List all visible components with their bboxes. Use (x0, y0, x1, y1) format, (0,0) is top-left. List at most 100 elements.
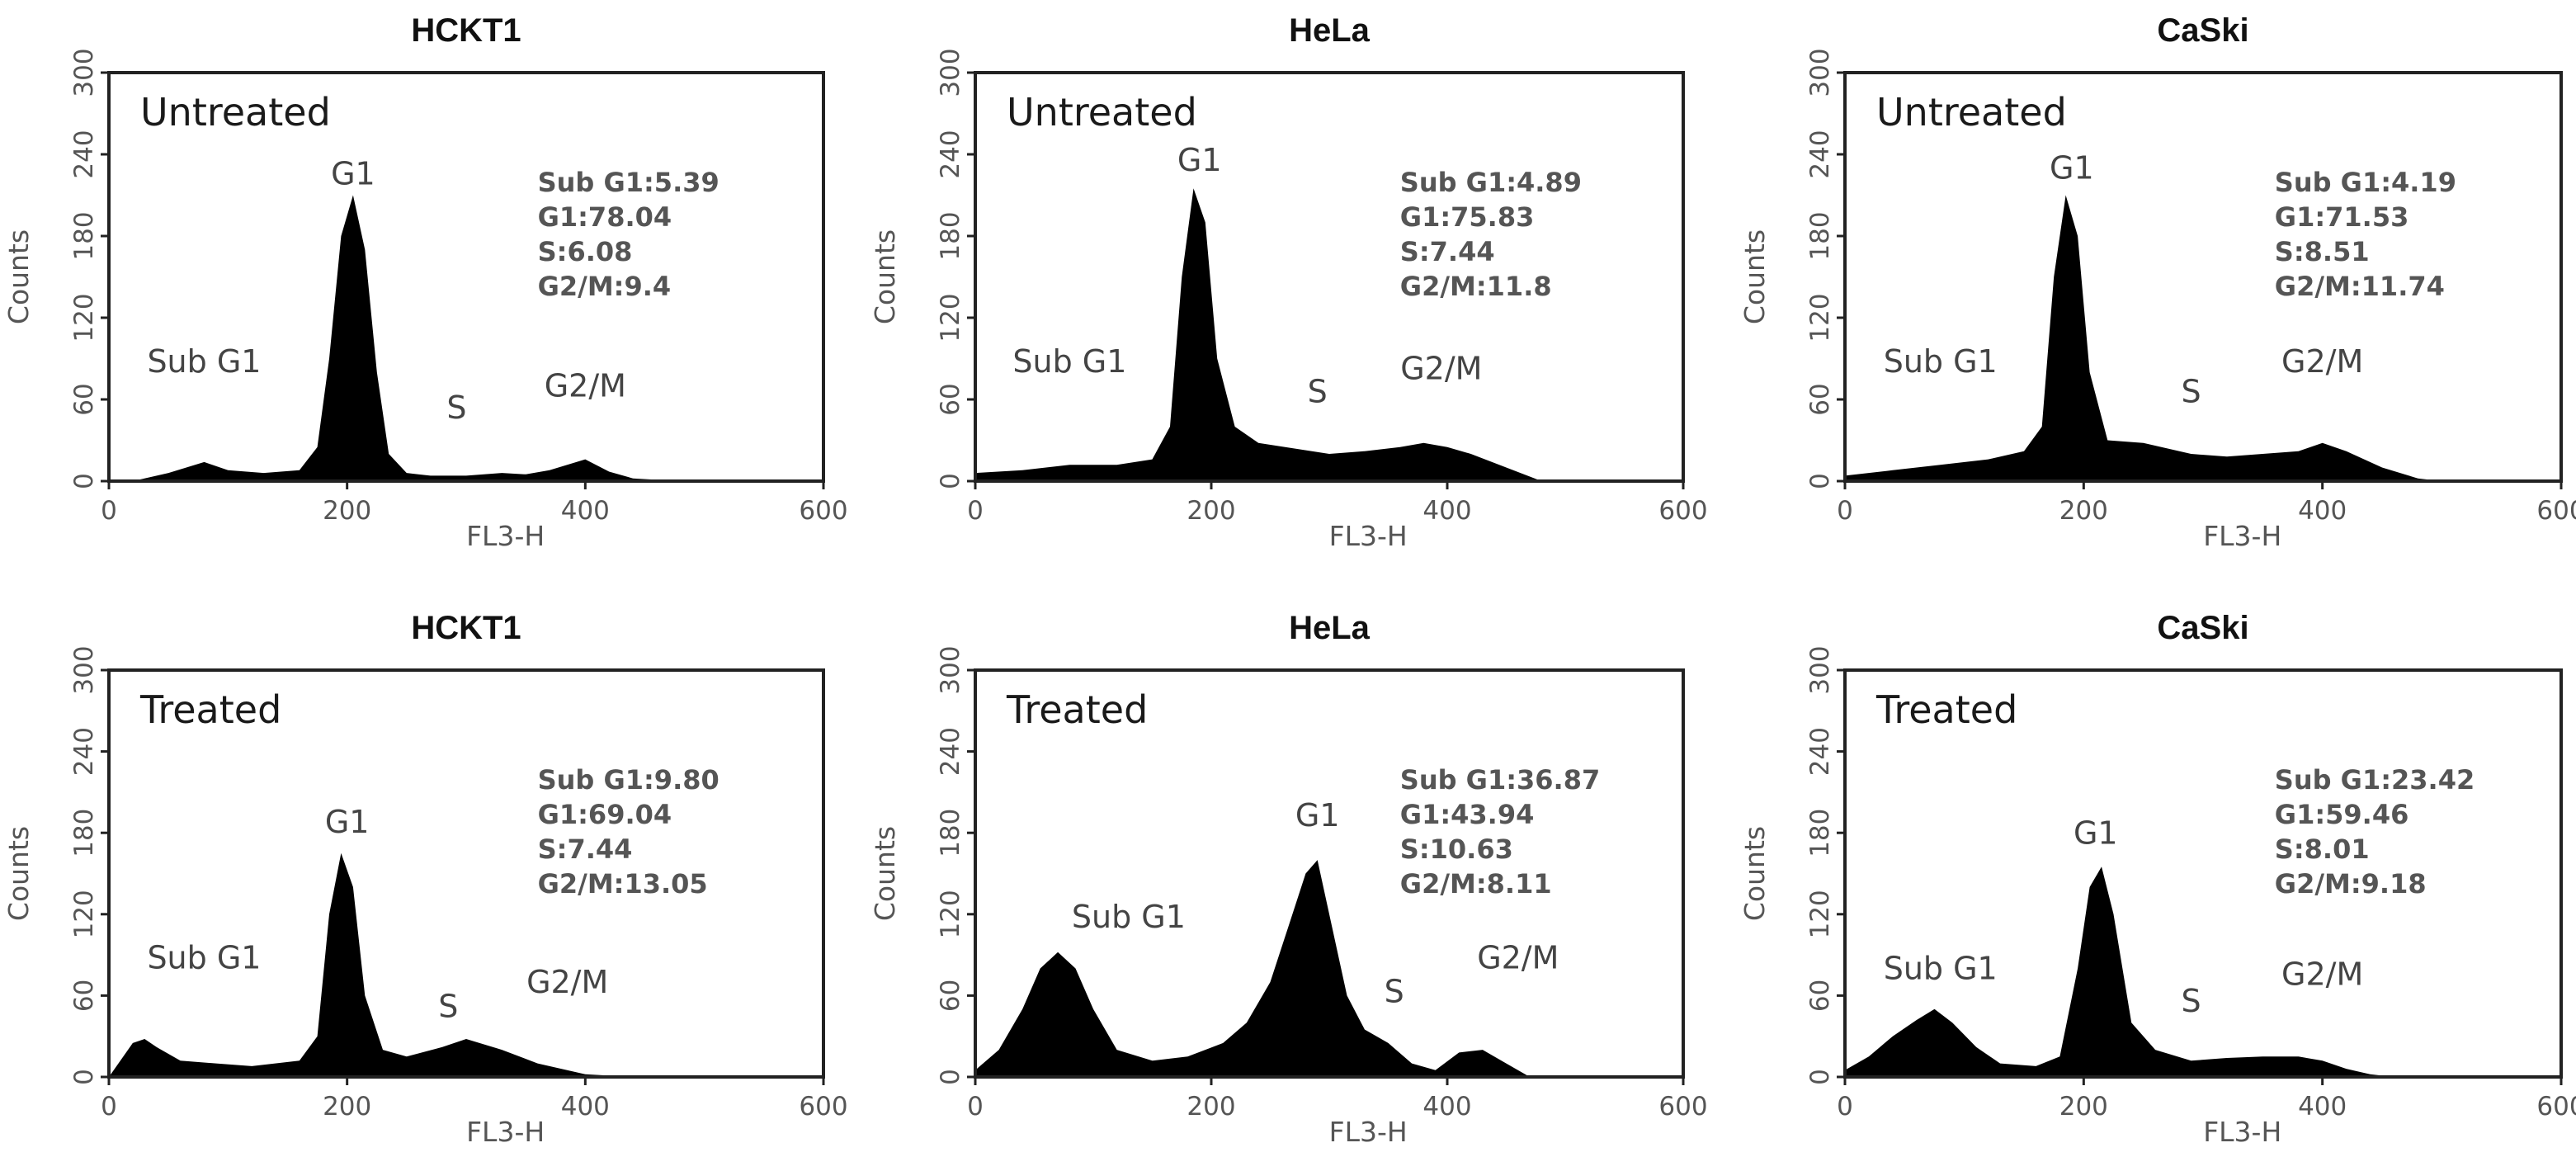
y-tick-label: 0 (1805, 473, 1835, 489)
stat-line: G1:43.94 (1400, 799, 1535, 830)
plot-frame (107, 71, 825, 483)
y-tick-label: 300 (936, 48, 965, 97)
x-tick-label: 400 (1422, 1092, 1471, 1122)
stat-line: G2/M:8.11 (1400, 868, 1552, 900)
x-tick-label: 600 (1658, 496, 1707, 526)
panel-title: HCKT1 (411, 12, 521, 49)
y-tick-label: 0 (936, 1069, 965, 1085)
stat-line: G1:75.83 (1400, 201, 1535, 233)
y-tick-label: 120 (936, 890, 965, 938)
y-tick-label: 240 (69, 130, 99, 178)
x-tick-label: 400 (2298, 1092, 2347, 1122)
histogram-area (109, 852, 634, 1077)
x-tick-label: 0 (967, 496, 984, 526)
y-tick-label: 240 (1805, 727, 1835, 776)
peak-label: G2/M (1400, 350, 1482, 386)
y-tick-label: 0 (69, 473, 99, 489)
condition-label: Treated (139, 687, 281, 732)
x-tick-label: 200 (1187, 1092, 1235, 1122)
y-tick-label: 60 (69, 980, 99, 1012)
stat-line: S:10.63 (1400, 834, 1513, 865)
x-tick-label: 200 (1187, 496, 1235, 526)
plot-frame (1843, 71, 2563, 483)
y-axis-label: Counts (869, 229, 901, 324)
y-tick-label: 60 (1805, 980, 1835, 1012)
histogram-panel-1: HCKT1 Untreated 0 60 120 180 240 300 0 200 400 600 F… (2, 12, 848, 552)
stat-line: Sub G1:4.89 (1400, 167, 1582, 198)
x-axis-label: FL3-H (2203, 1116, 2281, 1148)
x-axis-label: FL3-H (1329, 1116, 1408, 1148)
y-tick-label: 180 (1805, 809, 1835, 857)
peak-label: Sub G1 (1884, 343, 1998, 380)
y-tick-label: 240 (936, 130, 965, 178)
peak-label: G2/M (526, 964, 608, 1000)
stat-line: S:7.44 (1400, 236, 1495, 267)
stat-line: G1:69.04 (538, 799, 672, 830)
peak-label: Sub G1 (1884, 951, 1998, 987)
stat-line: G2/M:9.4 (538, 271, 672, 302)
condition-label: Untreated (140, 90, 331, 135)
stat-line: G2/M:11.8 (1400, 271, 1552, 302)
panel-title: HCKT1 (411, 610, 521, 646)
x-axis-label: FL3-H (1329, 520, 1408, 552)
y-tick-label: 0 (936, 473, 965, 489)
peak-label: Sub G1 (147, 940, 261, 976)
panel-title: HeLa (1289, 610, 1371, 646)
y-tick-label: 120 (936, 293, 965, 342)
histogram-panel-6: CaSki Treated 0 60 120 180 240 300 0 200 400 600 FL3… (1739, 610, 2576, 1148)
plot-frame (107, 668, 825, 1079)
peak-label: G2/M (1477, 940, 1559, 976)
peak-label: G1 (325, 804, 370, 840)
y-tick-label: 120 (1805, 293, 1835, 342)
peak-label: Sub G1 (147, 343, 261, 380)
condition-label: Treated (1006, 687, 1148, 732)
peak-label: G1 (2050, 150, 2094, 187)
peak-label: G2/M (2281, 956, 2363, 992)
plot-frame (974, 668, 1685, 1079)
x-tick-label: 600 (2536, 1092, 2576, 1122)
stat-line: S:8.01 (2275, 834, 2370, 865)
peak-label: G1 (2074, 815, 2118, 851)
y-tick-label: 300 (69, 645, 99, 694)
y-tick-label: 60 (936, 383, 965, 415)
x-tick-label: 0 (101, 496, 117, 526)
y-tick-label: 60 (69, 383, 99, 415)
y-tick-label: 0 (69, 1069, 99, 1085)
y-tick-label: 300 (1805, 48, 1835, 97)
peak-label: G2/M (545, 368, 626, 404)
histogram-panel-5: HeLa Treated 0 60 120 180 240 300 0 200 400 600 FL3-… (869, 610, 1708, 1148)
y-tick-label: 60 (936, 980, 965, 1012)
x-tick-label: 400 (561, 496, 610, 526)
histogram-panel-3: CaSki Untreated 0 60 120 180 240 300 0 200 400 600 F… (1739, 12, 2576, 552)
y-tick-label: 120 (69, 293, 99, 342)
y-axis-label: Counts (1739, 826, 1771, 921)
y-tick-label: 300 (1805, 645, 1835, 694)
x-tick-label: 600 (799, 1092, 847, 1122)
y-tick-label: 240 (1805, 130, 1835, 178)
stat-line: G1:78.04 (538, 201, 672, 233)
x-tick-label: 0 (967, 1092, 984, 1122)
stat-line: Sub G1:36.87 (1400, 764, 1600, 796)
x-tick-label: 200 (323, 496, 371, 526)
stat-line: S:7.44 (538, 834, 633, 865)
condition-label: Treated (1875, 687, 2017, 732)
x-tick-label: 0 (101, 1092, 117, 1122)
x-tick-label: 200 (2059, 1092, 2108, 1122)
histogram-area (975, 860, 1531, 1077)
stat-line: S:6.08 (538, 236, 633, 267)
y-tick-label: 120 (1805, 890, 1835, 938)
y-tick-label: 180 (69, 809, 99, 857)
histogram-area (1845, 867, 2394, 1077)
stat-line: Sub G1:23.42 (2275, 764, 2475, 796)
stat-line: Sub G1:9.80 (538, 764, 719, 796)
x-tick-label: 0 (1837, 1092, 1853, 1122)
x-axis-label: FL3-H (2203, 520, 2281, 552)
y-axis-label: Counts (1739, 229, 1771, 324)
peak-label: S (438, 989, 458, 1025)
stat-line: Sub G1:5.39 (538, 167, 719, 198)
plot-frame (1843, 668, 2563, 1079)
y-axis-label: Counts (2, 229, 35, 324)
condition-label: Untreated (1876, 90, 2067, 135)
x-tick-label: 600 (799, 496, 847, 526)
